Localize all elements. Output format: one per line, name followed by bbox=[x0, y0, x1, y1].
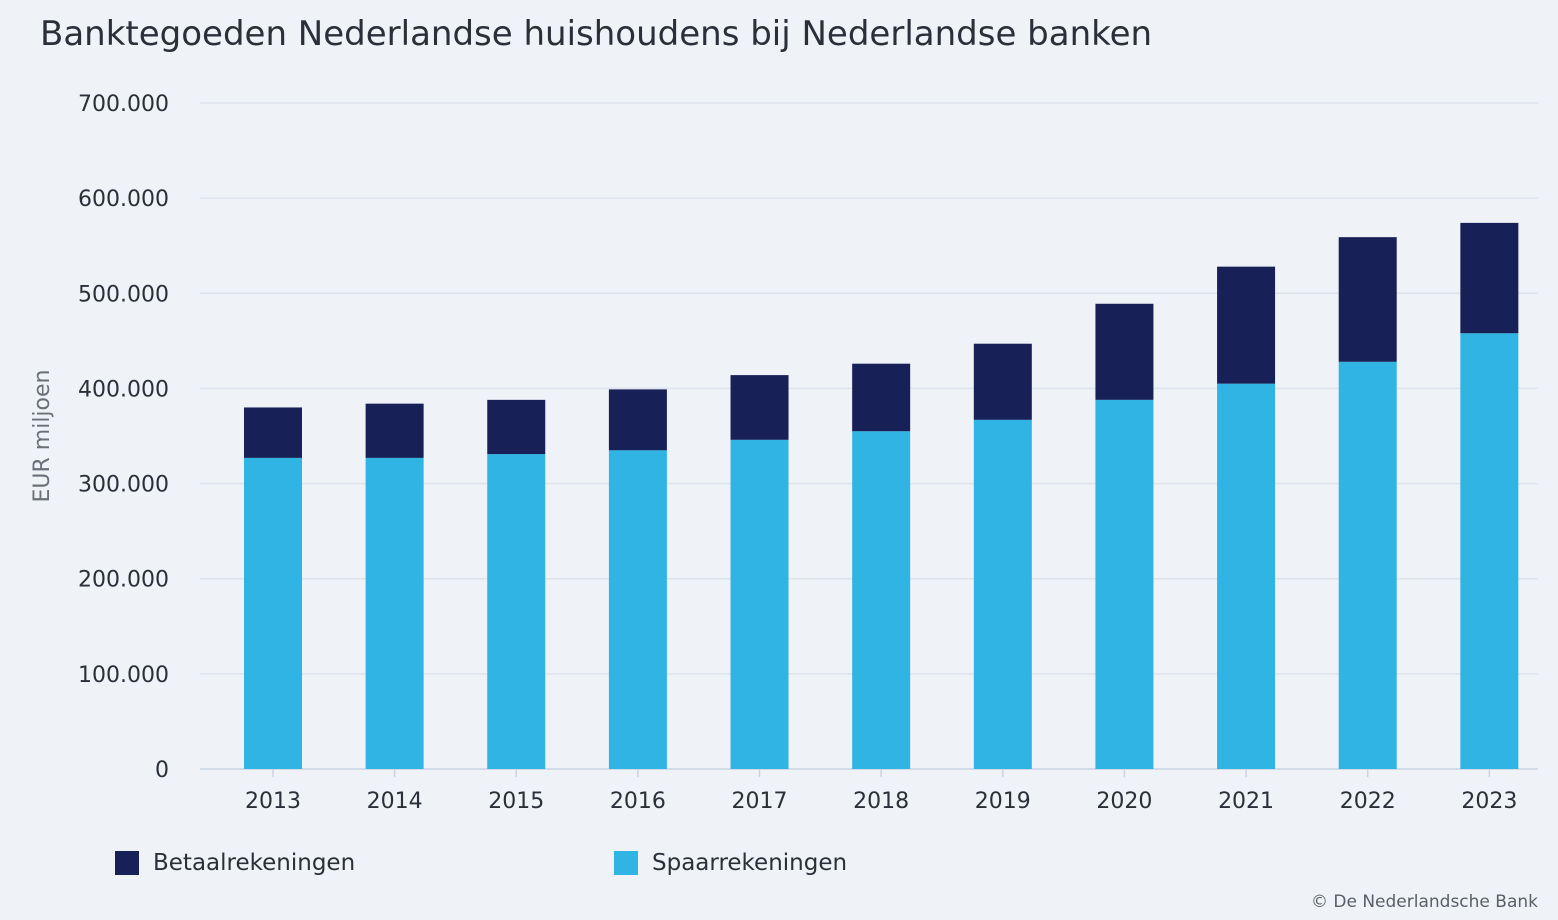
bar-spaarrekeningen-2020 bbox=[1095, 399, 1154, 769]
copyright-notice: © De Nederlandsche Bank bbox=[1310, 892, 1538, 912]
legend-item-betaalrekeningen[interactable]: Betaalrekeningen bbox=[115, 850, 355, 876]
bar-betaalrekeningen-2013 bbox=[243, 407, 302, 458]
x-tick-label: 2023 bbox=[1461, 789, 1517, 814]
x-tick-label: 2013 bbox=[245, 789, 301, 814]
y-tick-label: 600.000 bbox=[78, 187, 169, 212]
x-tick-label: 2017 bbox=[732, 789, 788, 814]
bar-betaalrekeningen-2022 bbox=[1338, 237, 1397, 362]
bar-spaarrekeningen-2016 bbox=[608, 450, 667, 769]
bar-spaarrekeningen-2014 bbox=[365, 457, 424, 769]
bar-spaarrekeningen-2013 bbox=[243, 457, 302, 769]
y-tick-label: 200.000 bbox=[78, 568, 169, 593]
bar-spaarrekeningen-2018 bbox=[852, 431, 911, 769]
bar-betaalrekeningen-2016 bbox=[608, 389, 667, 451]
x-tick-label: 2019 bbox=[975, 789, 1031, 814]
y-axis-label: EUR miljoen bbox=[30, 370, 55, 503]
legend-label-spaarrekeningen: Spaarrekeningen bbox=[652, 850, 848, 876]
legend-label-betaalrekeningen: Betaalrekeningen bbox=[153, 850, 356, 876]
y-tick-label: 300.000 bbox=[78, 473, 169, 498]
bar-betaalrekeningen-2017 bbox=[730, 375, 789, 440]
bar-betaalrekeningen-2019 bbox=[973, 343, 1032, 420]
x-tick-label: 2016 bbox=[610, 789, 666, 814]
bar-spaarrekeningen-2022 bbox=[1338, 361, 1397, 769]
y-tick-label: 400.000 bbox=[78, 377, 169, 402]
legend-swatch-spaarrekeningen bbox=[614, 851, 638, 875]
bar-betaalrekeningen-2015 bbox=[487, 399, 546, 455]
bar-spaarrekeningen-2019 bbox=[973, 419, 1032, 769]
x-tick-label: 2022 bbox=[1340, 789, 1396, 814]
bar-spaarrekeningen-2023 bbox=[1460, 333, 1519, 769]
bar-betaalrekeningen-2021 bbox=[1217, 266, 1276, 384]
bar-betaalrekeningen-2018 bbox=[852, 363, 911, 432]
legend-swatch-betaalrekeningen bbox=[115, 851, 139, 875]
x-tick-label: 2020 bbox=[1096, 789, 1152, 814]
y-tick-label: 500.000 bbox=[78, 282, 169, 307]
bar-spaarrekeningen-2021 bbox=[1217, 383, 1276, 769]
y-tick-label: 100.000 bbox=[78, 663, 169, 688]
y-tick-label: 0 bbox=[155, 758, 169, 783]
bar-spaarrekeningen-2015 bbox=[487, 454, 546, 769]
bar-betaalrekeningen-2014 bbox=[365, 403, 424, 458]
x-tick-label: 2015 bbox=[488, 789, 544, 814]
legend-item-spaarrekeningen[interactable]: Spaarrekeningen bbox=[614, 850, 847, 876]
bar-spaarrekeningen-2017 bbox=[730, 439, 789, 769]
x-tick-label: 2021 bbox=[1218, 789, 1274, 814]
y-tick-label: 700.000 bbox=[78, 92, 169, 117]
x-tick-label: 2014 bbox=[367, 789, 423, 814]
x-tick-label: 2018 bbox=[853, 789, 909, 814]
chart-title: Banktegoeden Nederlandse huishoudens bij… bbox=[40, 14, 1153, 54]
bar-chart: 0 100.000 200.000 300.000 400.000 500.000 600.… bbox=[30, 92, 1538, 814]
bar-betaalrekeningen-2023 bbox=[1460, 222, 1519, 334]
bar-betaalrekeningen-2020 bbox=[1095, 303, 1154, 400]
